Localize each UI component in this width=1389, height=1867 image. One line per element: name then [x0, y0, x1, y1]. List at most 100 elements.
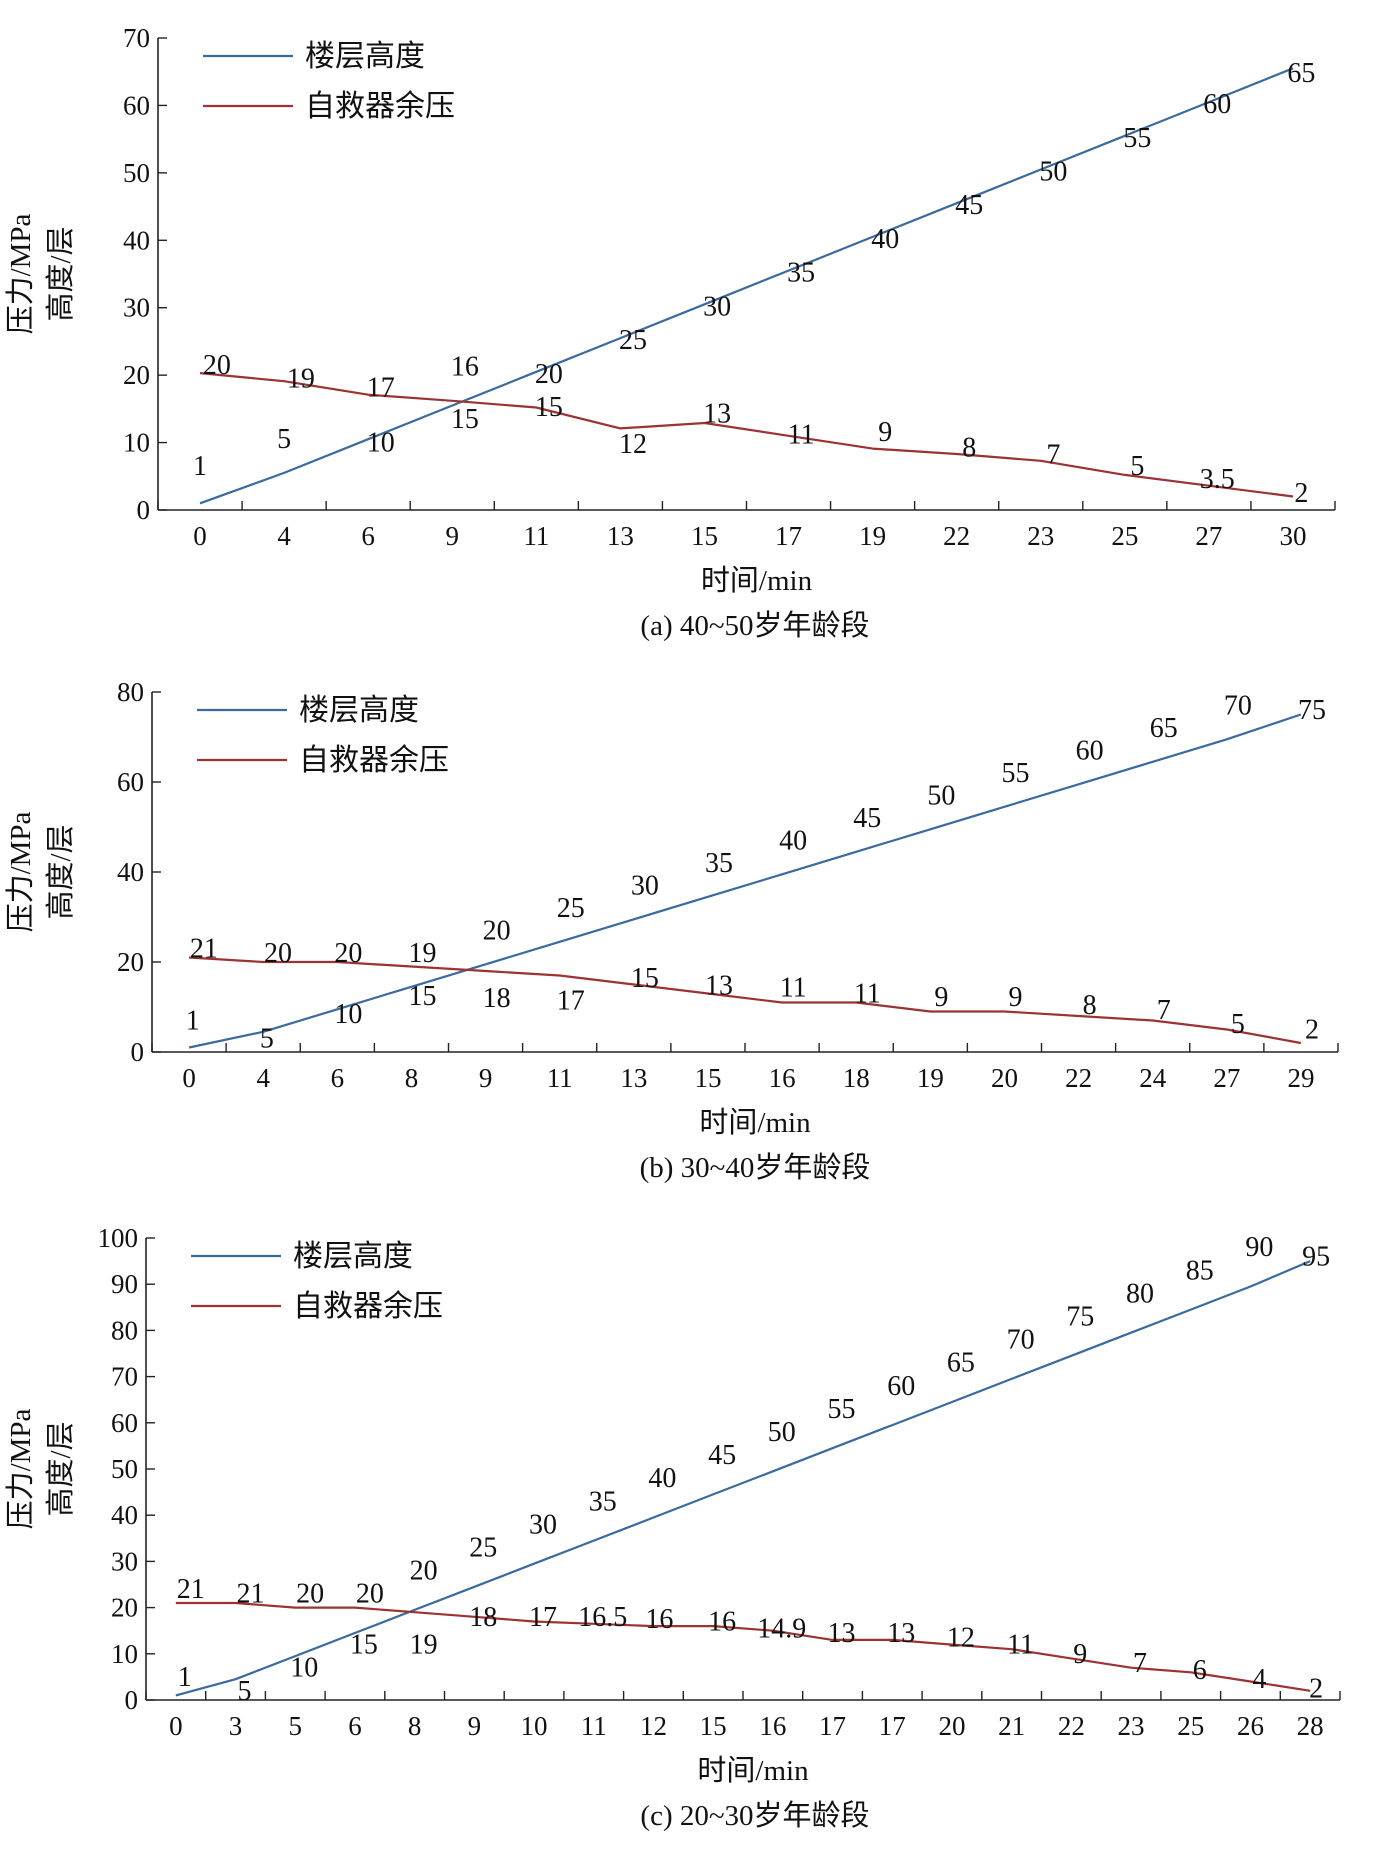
series-line-floor-height	[175, 1260, 1311, 1697]
y-tick-label: 80	[111, 1315, 138, 1345]
x-axis-title: 时间/min	[699, 1106, 811, 1139]
x-tick-label: 30	[1279, 521, 1306, 551]
data-label: 20	[535, 359, 563, 390]
data-label: 2	[1305, 1015, 1319, 1046]
y-tick-label: 20	[117, 947, 144, 977]
data-label: 7	[1046, 440, 1060, 471]
data-label: 50	[768, 1417, 796, 1448]
data-label: 40	[648, 1463, 676, 1494]
data-label: 2	[1294, 478, 1308, 509]
data-label: 15	[350, 1630, 378, 1661]
data-label: 65	[1150, 713, 1178, 744]
chart-caption: (b) 30~40岁年龄段	[640, 1151, 871, 1184]
data-label: 5	[1231, 1009, 1245, 1040]
data-label: 5	[277, 424, 291, 455]
x-tick-label: 0	[169, 1711, 183, 1741]
data-label: 19	[410, 1630, 438, 1661]
data-label: 9	[1009, 982, 1023, 1013]
data-label: 25	[469, 1533, 497, 1564]
x-tick-label: 15	[700, 1711, 727, 1741]
y-tick-label: 20	[123, 360, 150, 390]
data-label: 45	[955, 190, 983, 221]
x-tick-label: 20	[991, 1063, 1018, 1093]
data-label: 65	[947, 1348, 975, 1379]
data-label: 70	[1224, 691, 1252, 722]
x-tick-label: 5	[289, 1711, 303, 1741]
data-label: 16.5	[578, 1602, 627, 1633]
y-axis-title-height: 高度/层	[44, 824, 77, 919]
data-label: 20	[410, 1556, 438, 1587]
data-label: 55	[1123, 123, 1151, 154]
x-tick-label: 27	[1195, 521, 1222, 551]
data-label: 13	[705, 970, 733, 1001]
data-label: 7	[1157, 995, 1171, 1026]
data-label: 16	[708, 1606, 736, 1637]
data-label: 55	[1002, 758, 1030, 789]
data-label: 16	[451, 351, 479, 382]
y-tick-label: 90	[111, 1269, 138, 1299]
x-tick-label: 0	[182, 1063, 196, 1093]
x-tick-label: 16	[769, 1063, 796, 1093]
data-label: 20	[483, 916, 511, 947]
chart-caption: (a) 40~50岁年龄段	[640, 609, 869, 642]
y-tick-label: 20	[111, 1593, 138, 1623]
data-label: 20	[356, 1579, 384, 1610]
data-label: 9	[878, 417, 892, 448]
x-tick-label: 8	[405, 1063, 419, 1093]
y-tick-label: 80	[117, 677, 144, 707]
data-label: 1	[186, 1006, 200, 1037]
data-label: 5	[238, 1676, 252, 1707]
data-label: 18	[483, 983, 511, 1014]
series-line-floor-height	[188, 713, 1302, 1049]
legend-label: 自救器余压	[299, 744, 449, 777]
y-tick-label: 60	[123, 90, 150, 120]
data-label: 45	[853, 803, 881, 834]
data-label: 40	[871, 224, 899, 255]
y-tick-label: 40	[111, 1500, 138, 1530]
y-axis-title-pressure: 压力/MPa	[4, 1408, 37, 1529]
y-tick-label: 10	[111, 1639, 138, 1669]
data-label: 55	[828, 1394, 856, 1425]
x-tick-label: 4	[277, 521, 291, 551]
data-label: 19	[287, 364, 315, 395]
y-tick-label: 30	[111, 1546, 138, 1576]
x-tick-label: 25	[1177, 1711, 1204, 1741]
data-label: 13	[887, 1618, 915, 1649]
x-tick-label: 6	[361, 521, 375, 551]
x-axis-title: 时间/min	[697, 1754, 809, 1787]
y-tick-label: 40	[123, 225, 150, 255]
x-tick-label: 22	[943, 521, 970, 551]
y-tick-label: 30	[123, 293, 150, 323]
data-label: 12	[947, 1623, 975, 1654]
x-tick-label: 0	[193, 521, 207, 551]
x-axis-title: 时间/min	[701, 564, 813, 597]
data-label: 30	[529, 1509, 557, 1540]
data-label: 15	[631, 963, 659, 994]
x-tick-label: 11	[581, 1711, 607, 1741]
y-tick-label: 60	[111, 1408, 138, 1438]
data-label: 15	[409, 981, 437, 1012]
data-label: 3.5	[1200, 464, 1235, 495]
x-tick-label: 3	[229, 1711, 243, 1741]
x-tick-label: 18	[843, 1063, 870, 1093]
data-label: 60	[887, 1371, 915, 1402]
data-label: 2	[1309, 1673, 1323, 1704]
y-axis-title-pressure: 压力/MPa	[4, 213, 37, 334]
series-line-residual-pressure	[189, 956, 1302, 1045]
data-label: 18	[469, 1602, 497, 1633]
data-label: 11	[1007, 1630, 1034, 1661]
x-tick-label: 6	[348, 1711, 362, 1741]
data-label: 35	[705, 848, 733, 879]
x-tick-label: 9	[446, 521, 460, 551]
data-label: 20	[296, 1579, 324, 1610]
data-label: 5	[260, 1024, 274, 1055]
data-label: 1	[193, 451, 207, 482]
data-label: 8	[962, 432, 976, 463]
data-label: 40	[779, 826, 807, 857]
x-tick-label: 13	[620, 1063, 647, 1093]
y-tick-label: 40	[117, 857, 144, 887]
x-tick-label: 16	[759, 1711, 786, 1741]
legend-label: 楼层高度	[293, 1240, 413, 1273]
